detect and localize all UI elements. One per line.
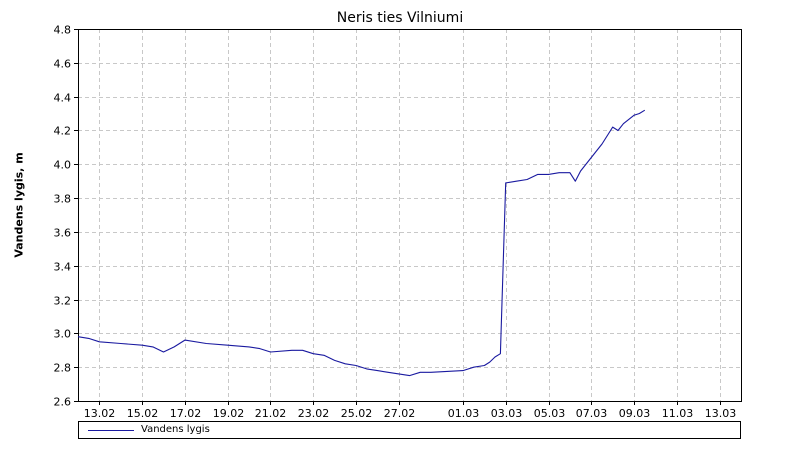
y-tick-label: 3.0 [54,328,72,341]
legend-swatch [88,430,134,431]
y-tick-label: 4.8 [54,24,72,37]
x-tick-label: 25.02 [341,407,373,420]
plot-area [78,29,742,402]
y-tick-label: 4.6 [54,58,72,71]
chart-title: Neris ties Vilniumi [336,10,464,26]
x-tick-label: 21.02 [255,407,287,420]
y-tick-label: 2.8 [54,362,72,375]
legend: Vandens lygis [78,421,741,439]
x-tick-label: 11.03 [662,407,694,420]
y-tick-label: 4.4 [54,92,72,105]
x-tick-label: 23.02 [298,407,330,420]
y-tick-label: 3.8 [54,193,72,206]
y-tick-label: 4.2 [54,125,72,138]
x-tick-label: 05.03 [534,407,566,420]
y-tick-label: 3.4 [54,261,72,274]
y-tick-label: 3.6 [54,227,72,240]
x-tick-label: 15.02 [127,407,159,420]
axis-ticks: 2.6 2.8 3.0 3.2 3.4 3.6 3.8 4.0 4.2 4.4 4.6 4.8 13.0… [54,24,737,421]
x-tick-label: 09.03 [619,407,651,420]
x-tick-label: 13.03 [705,407,737,420]
legend-label: Vandens lygis [141,424,210,435]
y-tick-label: 3.2 [54,295,72,308]
grid-lines [78,29,741,401]
x-tick-label: 27.02 [384,407,416,420]
series-line-0 [77,109,646,377]
x-tick-label: 01.03 [448,407,480,420]
x-tick-label: 13.02 [84,407,116,420]
series-layer [77,109,646,377]
x-tick-label: 19.02 [213,407,245,420]
x-tick-label: 03.03 [491,407,523,420]
x-tick-label: 07.03 [576,407,608,420]
x-tick-label: 17.02 [170,407,202,420]
y-tick-label: 2.6 [54,396,72,409]
y-tick-label: 4.0 [54,159,72,172]
